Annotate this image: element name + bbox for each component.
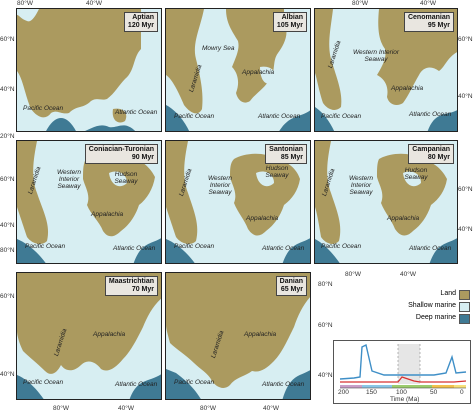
stage-label-aptian: Aptian 120 Myr (123, 12, 158, 32)
label-pacific-ocean: Pacific Ocean (321, 113, 362, 120)
label-hudson-seaway: Hudson Seaway (114, 171, 138, 185)
timeline-tick-0: 0 (460, 389, 464, 396)
lat-label-right-6: 60°N (318, 322, 333, 329)
lon-label-top-4: 40°W (420, 0, 436, 7)
label-appalachia: Appalachia (244, 331, 277, 338)
timeline-highlight (398, 344, 420, 384)
label-hudson-seaway: Hudson Seaway (265, 165, 289, 179)
label-atlantic-ocean: Atlantic Ocean (409, 245, 452, 252)
label-western-interior-seaway: Western Interior Seaway (348, 175, 374, 196)
map-panel-campanian: Campanian 80 Myr Laramidia Western Interi… (314, 140, 458, 264)
label-atlantic-ocean: Atlantic Ocean (262, 245, 305, 252)
label-pacific-ocean: Pacific Ocean (25, 243, 66, 250)
label-appalachia: Appalachia (246, 215, 279, 222)
timeline-time-scale (340, 385, 466, 388)
legend-item-shallow-marine: Shallow marine (372, 301, 472, 313)
lon-label-top-3: 80°W (352, 0, 368, 7)
legend-item-land: Land (372, 289, 472, 301)
map-santonian (166, 141, 310, 263)
label-atlantic-ocean: Atlantic Ocean (113, 245, 156, 252)
legend-swatch-deep-marine (459, 314, 470, 324)
lon-label-top-1: 80°W (17, 0, 33, 7)
lat-label-right-5: 80°N (318, 281, 333, 288)
lat-label-right-3: 60°N (458, 186, 473, 193)
stage-label-santonian: Santonian 85 Myr (265, 144, 307, 164)
label-western-interior-seaway: Western Interior Seaway (352, 49, 400, 63)
lat-label-left-5: 40°N (0, 222, 15, 229)
timeline-tick-100: 100 (396, 389, 407, 396)
label-appalachia: Appalachia (91, 211, 124, 218)
label-hudson-seaway: Hudson Seaway (404, 167, 428, 181)
lat-label-right-7: 40°N (318, 372, 333, 379)
label-western-interior-seaway: Western Interior Seaway (56, 169, 82, 190)
timeline-series-red (340, 376, 467, 383)
label-atlantic-ocean: Atlantic Ocean (258, 113, 301, 120)
label-atlantic-ocean: Atlantic Ocean (262, 381, 305, 388)
lat-label-left-8: 40°N (0, 371, 15, 378)
lat-label-left-3: 20°N (0, 133, 15, 140)
stage-label-maastrichtian: Maastrichtian 70 Myr (104, 276, 158, 296)
map-panel-albian: Albian 105 Myr Mowry Sea Laramidia Appala… (165, 8, 311, 132)
label-western-interior-seaway: Western Interior Seaway (207, 175, 233, 196)
lon-label-mid-2: 40°W (400, 271, 416, 278)
timeline-xlabel: Time (Ma) (390, 396, 420, 403)
map-panel-maastrichtian: Maastrichtian 70 Myr Laramidia Appalachia… (16, 272, 162, 400)
timeline-series-blue (339, 343, 467, 380)
label-atlantic-ocean: Atlantic Ocean (115, 381, 158, 388)
stage-label-cenomanian: Cenomanian 95 Myr (403, 12, 454, 32)
label-pacific-ocean: Pacific Ocean (23, 379, 64, 386)
stage-label-danian: Danian 65 Myr (275, 276, 307, 296)
map-panel-danian: Danian 65 Myr Laramidia Appalachia Pacifi… (165, 272, 311, 400)
lon-label-bottom-2: 40°W (118, 405, 134, 412)
legend-item-deep-marine: Deep marine (372, 313, 472, 325)
lat-label-right-1: 60°N (458, 36, 473, 43)
lon-label-bottom-3: 80°W (200, 405, 216, 412)
label-appalachia: Appalachia (242, 69, 275, 76)
map-panel-coniacian-turonian: Coniacian-Turonian 90 Myr Laramidia Weste… (16, 140, 162, 264)
legend: Land Shallow marine Deep marine (372, 289, 472, 325)
map-albian (166, 9, 310, 131)
label-pacific-ocean: Pacific Ocean (23, 105, 64, 112)
label-pacific-ocean: Pacific Ocean (174, 379, 215, 386)
lat-label-left-6: 80°N (0, 247, 15, 254)
timeline-chart (339, 343, 467, 389)
label-appalachia: Appalachia (93, 331, 126, 338)
map-maastrichtian (17, 273, 161, 399)
timeline-tick-150: 150 (366, 389, 377, 396)
label-atlantic-ocean: Atlantic Ocean (115, 109, 158, 116)
lat-label-left-4: 60°N (0, 176, 15, 183)
timeline-tick-50: 50 (430, 389, 438, 396)
label-atlantic-ocean: Atlantic Ocean (409, 111, 452, 118)
lat-label-right-4: 40°N (458, 226, 473, 233)
lon-label-mid-1: 80°W (345, 271, 361, 278)
stage-label-coniacian-turonian: Coniacian-Turonian 90 Myr (84, 144, 158, 164)
legend-swatch-shallow-marine (459, 302, 470, 312)
lat-label-left-1: 60°N (0, 36, 15, 43)
timeline-inset: 200 150 100 50 0 Time (Ma) (333, 340, 471, 404)
stage-label-albian: Albian 105 Myr (272, 12, 307, 32)
lon-label-bottom-1: 80°W (53, 405, 69, 412)
lat-label-right-2: 40°N (458, 93, 473, 100)
timeline-tick-200: 200 (338, 389, 349, 396)
label-appalachia: Appalachia (387, 215, 420, 222)
lon-label-bottom-4: 40°W (263, 405, 279, 412)
label-pacific-ocean: Pacific Ocean (321, 243, 362, 250)
map-panel-santonian: Santonian 85 Myr Laramidia Western Interi… (165, 140, 311, 264)
label-mowry-sea: Mowry Sea (202, 45, 235, 52)
map-panel-cenomanian: Cenomanian 95 Myr Laramidia Western Inter… (314, 8, 458, 132)
legend-swatch-land (459, 290, 470, 300)
label-pacific-ocean: Pacific Ocean (174, 113, 215, 120)
map-panel-aptian: Aptian 120 Myr Pacific Ocean Atlantic Oce… (16, 8, 162, 132)
stage-label-campanian: Campanian 80 Myr (408, 144, 454, 164)
lat-label-left-2: 40°N (0, 86, 15, 93)
label-pacific-ocean: Pacific Ocean (174, 243, 215, 250)
label-appalachia: Appalachia (391, 85, 424, 92)
lon-label-top-2: 40°W (86, 0, 102, 7)
lat-label-left-7: 60°N (0, 293, 15, 300)
